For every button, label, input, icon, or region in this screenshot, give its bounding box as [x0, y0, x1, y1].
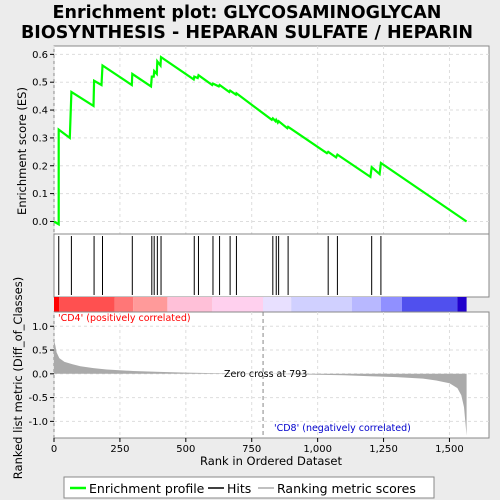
es-y-tick-label: 0.0 — [32, 217, 48, 228]
metric-y-tick-label: -0.5 — [28, 393, 48, 404]
color-bar-segment — [263, 297, 292, 312]
color-bar-segment — [380, 297, 402, 312]
ranked-list-color-bar — [54, 297, 467, 312]
metric-y-ticks: -1.0 -0.5 0.0 0.5 1.0 — [28, 322, 54, 428]
legend: Enrichment profile Hits Ranking metric s… — [63, 476, 435, 499]
enrichment-score-panel: 0.0 0.1 0.2 0.3 0.4 0.5 0.6 Enrichment score (… — [15, 45, 490, 235]
ranking-metric-panel: 'CD4' (positively correlated) 'CD8' (neg… — [11, 277, 490, 479]
color-bar-segment — [291, 297, 352, 312]
es-y-ticks: 0.0 0.1 0.2 0.3 0.4 0.5 0.6 — [32, 50, 54, 228]
color-bar-segment — [457, 297, 467, 312]
x-tick-label: 0 — [51, 444, 57, 455]
legend-hits-label: Hits — [227, 481, 251, 496]
positive-class-label: 'CD4' (positively correlated) — [58, 313, 191, 324]
negative-class-label: 'CD8' (negatively correlated) — [274, 423, 411, 434]
color-bar-segment — [402, 297, 458, 312]
hit-marks — [58, 236, 382, 295]
chart-title-line1: Enrichment plot: GLYCOSAMINOGLYCAN — [53, 3, 442, 23]
es-y-tick-label: 0.3 — [32, 133, 48, 144]
es-y-tick-label: 0.1 — [32, 189, 48, 200]
es-y-tick-label: 0.4 — [32, 106, 48, 117]
x-axis-label: Rank in Ordered Dataset — [200, 454, 343, 468]
color-bar-segment — [54, 297, 60, 312]
es-y-tick-label: 0.6 — [32, 50, 48, 61]
es-y-axis-label: Enrichment score (ES) — [15, 87, 29, 215]
metric-y-tick-label: 0.5 — [32, 346, 48, 357]
es-y-tick-label: 0.2 — [32, 161, 48, 172]
color-bar-segment — [167, 297, 213, 312]
color-bar-segment — [351, 297, 381, 312]
metric-y-axis-label: Ranked list metric (Diff_of_Classes) — [11, 277, 25, 479]
x-tick-label: 1,000 — [303, 444, 332, 455]
x-tick-label: 1,250 — [369, 444, 398, 455]
x-tick-label: 750 — [242, 444, 261, 455]
es-y-tick-label: 0.5 — [32, 78, 48, 89]
color-bar-segment — [59, 297, 115, 312]
color-bar-segment — [212, 297, 264, 312]
legend-enrichment-label: Enrichment profile — [89, 481, 205, 496]
metric-y-tick-label: -1.0 — [28, 417, 48, 428]
metric-y-tick-label: 1.0 — [32, 322, 48, 333]
zero-cross-label: Zero cross at 793 — [224, 369, 307, 380]
x-tick-label: 250 — [110, 444, 129, 455]
x-tick-label: 1,500 — [435, 444, 464, 455]
color-bar-segment — [114, 297, 134, 312]
metric-x-ticks: 0 250 500 750 1,000 1,250 1,500 — [51, 438, 464, 455]
legend-ranking-label: Ranking metric scores — [277, 481, 416, 496]
chart-title-line2: BIOSYNTHESIS - HEPARAN SULFATE / HEPARIN — [21, 23, 473, 43]
metric-y-tick-label: 0.0 — [32, 369, 48, 380]
hits-panel — [53, 233, 490, 298]
enrichment-profile-line — [53, 55, 468, 227]
color-bar-segment — [133, 297, 168, 312]
x-tick-label: 500 — [176, 444, 195, 455]
